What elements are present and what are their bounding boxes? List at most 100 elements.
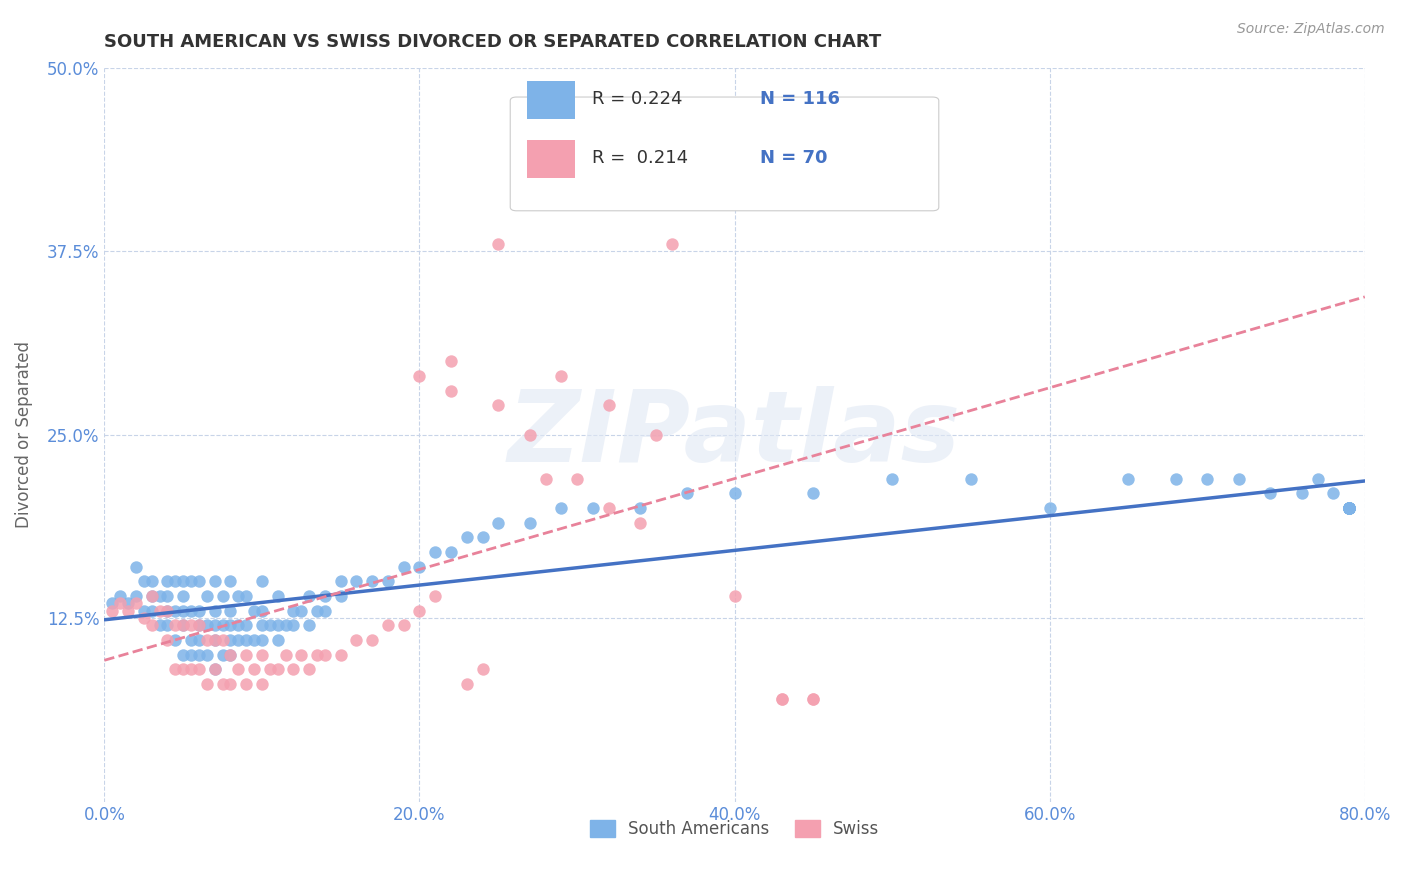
Point: [141, 589, 163, 603]
Point: [1258, 486, 1281, 500]
Point: [803, 691, 825, 706]
Point: [307, 648, 329, 662]
Point: [180, 604, 202, 618]
Point: [1339, 501, 1361, 516]
Point: [408, 368, 430, 383]
Point: [172, 663, 194, 677]
Point: [1197, 472, 1219, 486]
Point: [770, 691, 793, 706]
Point: [226, 618, 249, 632]
Point: [519, 427, 541, 442]
Point: [346, 574, 368, 589]
Point: [243, 663, 266, 677]
Point: [1164, 472, 1187, 486]
Point: [471, 530, 494, 544]
Point: [165, 604, 187, 618]
Point: [125, 589, 148, 603]
Point: [1339, 501, 1361, 516]
Point: [187, 633, 209, 648]
Point: [1339, 501, 1361, 516]
Point: [298, 589, 321, 603]
Point: [132, 611, 155, 625]
Point: [582, 501, 605, 516]
Point: [195, 677, 218, 691]
Text: N = 116: N = 116: [759, 90, 839, 108]
Point: [117, 596, 139, 610]
Point: [180, 633, 202, 648]
Point: [425, 589, 447, 603]
Point: [346, 633, 368, 648]
Point: [195, 618, 218, 632]
Point: [156, 589, 179, 603]
Point: [219, 648, 242, 662]
Point: [180, 574, 202, 589]
Point: [1339, 501, 1361, 516]
Point: [211, 648, 233, 662]
Point: [803, 691, 825, 706]
Point: [101, 604, 124, 618]
Point: [960, 472, 983, 486]
Point: [148, 589, 170, 603]
Point: [156, 604, 179, 618]
Point: [598, 398, 620, 412]
Point: [283, 604, 305, 618]
Point: [195, 633, 218, 648]
Point: [204, 633, 226, 648]
Point: [204, 663, 226, 677]
Point: [172, 648, 194, 662]
Point: [250, 648, 273, 662]
Point: [440, 545, 463, 559]
Point: [219, 677, 242, 691]
Point: [204, 633, 226, 648]
Point: [172, 618, 194, 632]
Point: [219, 604, 242, 618]
Point: [250, 604, 273, 618]
Point: [440, 384, 463, 398]
Point: [274, 618, 297, 632]
Point: [486, 236, 509, 251]
FancyBboxPatch shape: [510, 97, 939, 211]
Point: [250, 677, 273, 691]
Point: [267, 618, 290, 632]
Point: [259, 618, 281, 632]
Text: Source: ZipAtlas.com: Source: ZipAtlas.com: [1237, 22, 1385, 37]
Point: [267, 663, 290, 677]
Point: [628, 516, 651, 530]
Point: [408, 559, 430, 574]
Point: [108, 596, 131, 610]
Point: [1339, 501, 1361, 516]
Point: [329, 648, 352, 662]
Point: [471, 663, 494, 677]
Point: [250, 574, 273, 589]
Point: [267, 633, 290, 648]
Point: [519, 178, 541, 193]
Point: [156, 633, 179, 648]
Point: [440, 354, 463, 368]
Point: [329, 574, 352, 589]
Point: [235, 677, 257, 691]
Point: [211, 589, 233, 603]
Point: [165, 663, 187, 677]
Point: [486, 516, 509, 530]
Point: [361, 633, 384, 648]
Point: [132, 604, 155, 618]
Point: [156, 618, 179, 632]
Point: [156, 604, 179, 618]
Point: [141, 604, 163, 618]
Point: [283, 618, 305, 632]
Point: [1291, 486, 1313, 500]
Point: [628, 501, 651, 516]
Point: [235, 633, 257, 648]
Point: [141, 589, 163, 603]
Point: [148, 618, 170, 632]
Point: [307, 604, 329, 618]
Point: [392, 618, 415, 632]
Point: [290, 604, 312, 618]
Point: [172, 618, 194, 632]
Point: [314, 589, 336, 603]
Text: R =  0.214: R = 0.214: [592, 149, 689, 167]
Point: [377, 618, 399, 632]
Point: [156, 574, 179, 589]
Point: [298, 663, 321, 677]
Point: [692, 178, 714, 193]
